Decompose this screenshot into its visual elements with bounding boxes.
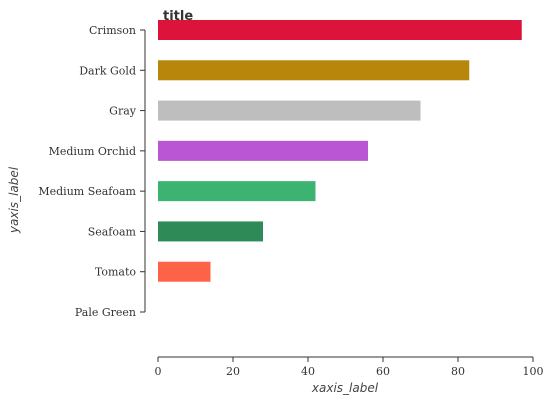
bar-dark-gold: [158, 60, 470, 81]
bar-crimson: [158, 20, 522, 40]
x-axis-label: xaxis_label: [311, 381, 379, 395]
y-tick-label-dark-gold: Dark Gold: [79, 64, 136, 77]
y-tick-label-medium-seafoam: Medium Seafoam: [38, 185, 136, 198]
bar-seafoam: [158, 221, 263, 242]
y-tick-label-tomato: Tomato: [95, 266, 137, 279]
x-tick-label-80: 80: [451, 365, 465, 378]
x-tick-label-100: 100: [523, 365, 544, 378]
bar-gray: [158, 100, 421, 121]
y-tick-label-medium-orchid: Medium Orchid: [49, 145, 136, 158]
bars-group: [158, 20, 522, 282]
y-tick-label-seafoam: Seafoam: [88, 225, 137, 238]
y-tick-label-crimson: Crimson: [89, 24, 136, 37]
bar-medium-seafoam: [158, 181, 316, 202]
x-tick-label-60: 60: [376, 365, 390, 378]
x-tick-label-20: 20: [226, 365, 240, 378]
x-axis: 0 20 40 60 80 100: [155, 356, 544, 378]
x-tick-label-40: 40: [301, 365, 315, 378]
y-axis: Pale Green Tomato Seafoam Medium Seafoam Med…: [38, 24, 146, 319]
bar-tomato: [158, 261, 211, 282]
y-tick-label-gray: Gray: [109, 105, 137, 118]
bar-medium-orchid: [158, 140, 368, 161]
y-tick-label-pale-green: Pale Green: [75, 306, 136, 319]
x-tick-label-0: 0: [155, 365, 162, 378]
y-axis-label: yaxis_label: [7, 166, 21, 234]
